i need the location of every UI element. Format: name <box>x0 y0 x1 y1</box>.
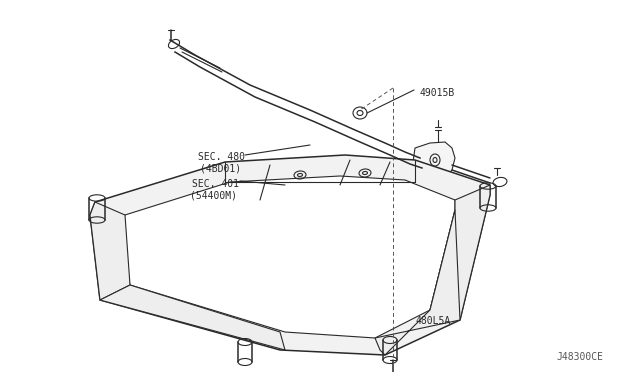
Text: SEC. 401: SEC. 401 <box>192 179 239 189</box>
Polygon shape <box>375 210 460 355</box>
Polygon shape <box>430 185 490 320</box>
Text: 49015B: 49015B <box>420 88 455 98</box>
Text: SEC. 480: SEC. 480 <box>198 152 245 162</box>
Polygon shape <box>100 285 285 350</box>
Text: 480L5A: 480L5A <box>416 316 451 326</box>
Text: (4BD01): (4BD01) <box>200 163 241 173</box>
Polygon shape <box>413 142 455 182</box>
Polygon shape <box>90 155 490 355</box>
Polygon shape <box>118 176 455 338</box>
Text: (54400M): (54400M) <box>190 190 237 200</box>
Text: J48300CE: J48300CE <box>556 352 603 362</box>
Polygon shape <box>90 202 130 300</box>
